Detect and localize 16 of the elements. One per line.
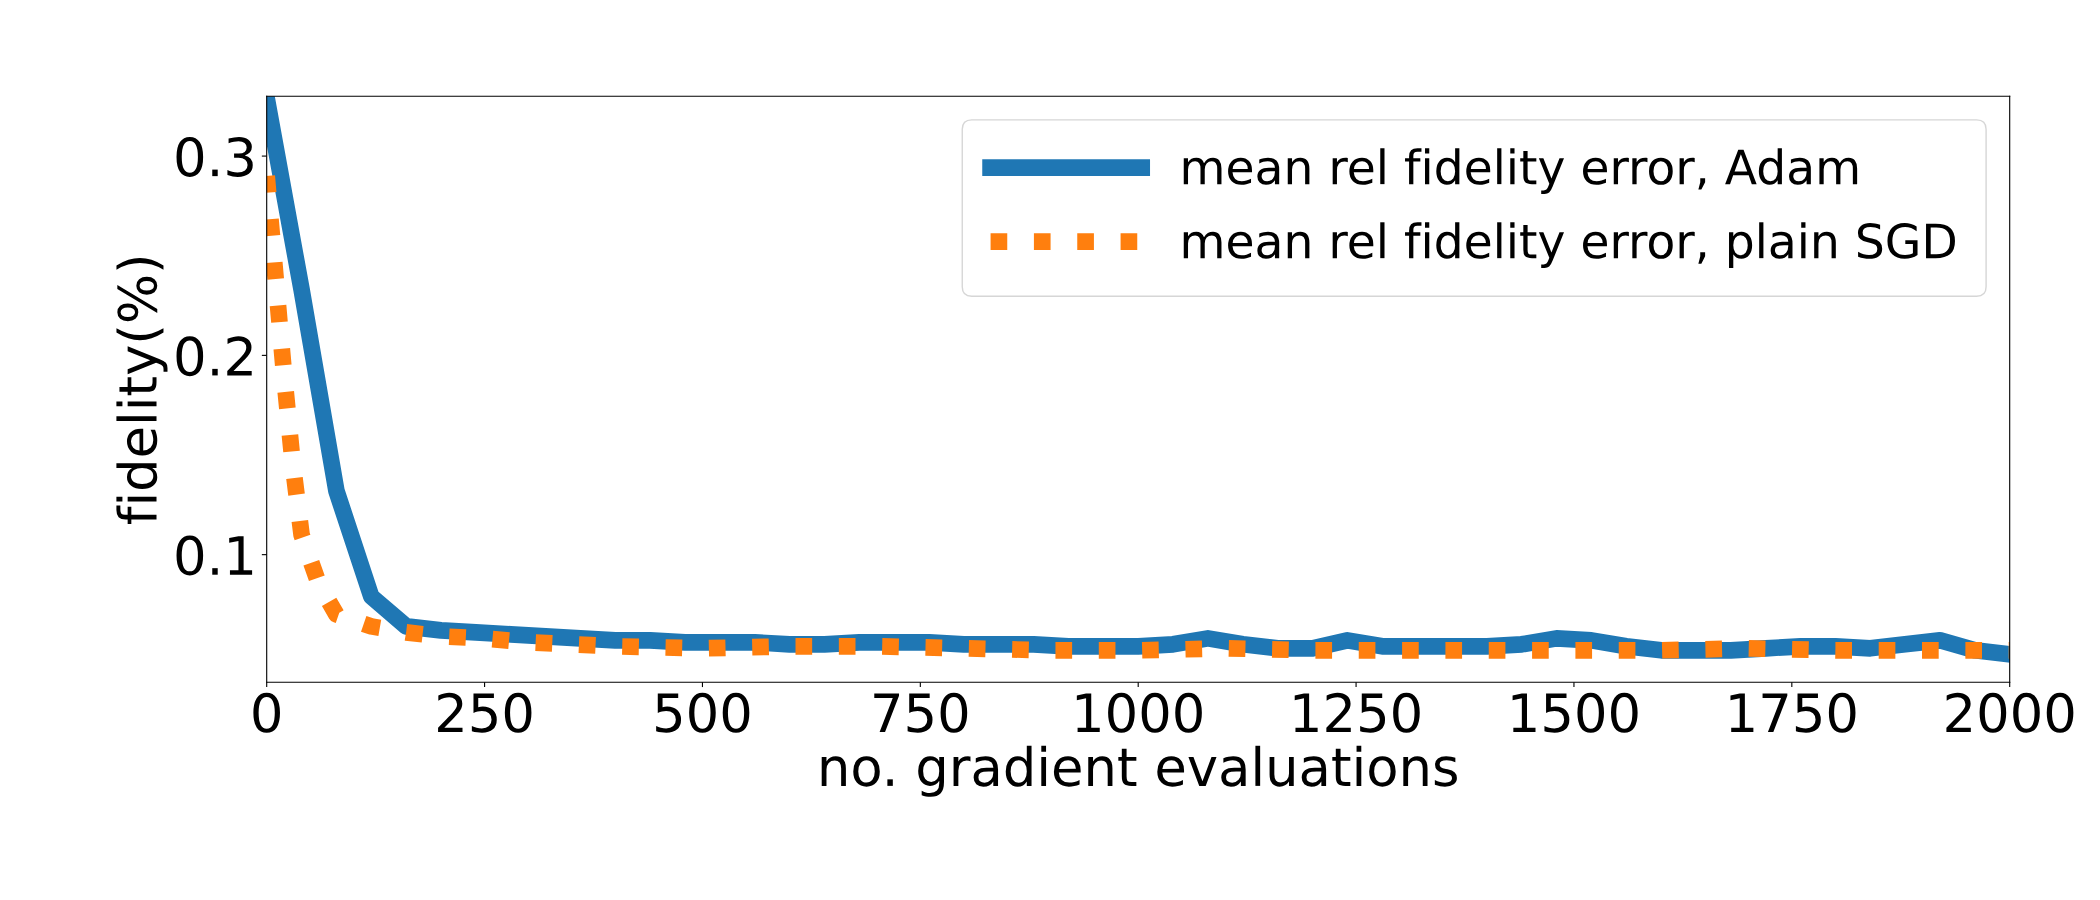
y-axis-title: fidelity(%) — [116, 257, 168, 524]
legend-label: mean rel fidelity error, Adam — [1183, 148, 1858, 194]
x-tick-label: 500 — [656, 692, 750, 733]
x-tick-label: 1500 — [1512, 692, 1638, 733]
x-tick-label: 1250 — [1294, 692, 1420, 733]
x-tick-label: 0 — [253, 692, 280, 733]
x-axis-title: no. gradient evaluations — [821, 745, 1457, 797]
y-tick-label: 0.3 — [176, 136, 253, 177]
x-tick-label: 2000 — [1946, 692, 2074, 733]
y-tick-label: 0.1 — [176, 535, 253, 576]
legend-label: mean rel fidelity error, plain SGD — [1183, 222, 1955, 268]
x-tick-label: 1750 — [1730, 692, 1856, 733]
x-tick-label: 1000 — [1076, 692, 1202, 733]
x-tick-label: 750 — [874, 692, 968, 733]
x-tick-label: 250 — [438, 692, 532, 733]
y-tick-label: 0.2 — [176, 336, 252, 377]
